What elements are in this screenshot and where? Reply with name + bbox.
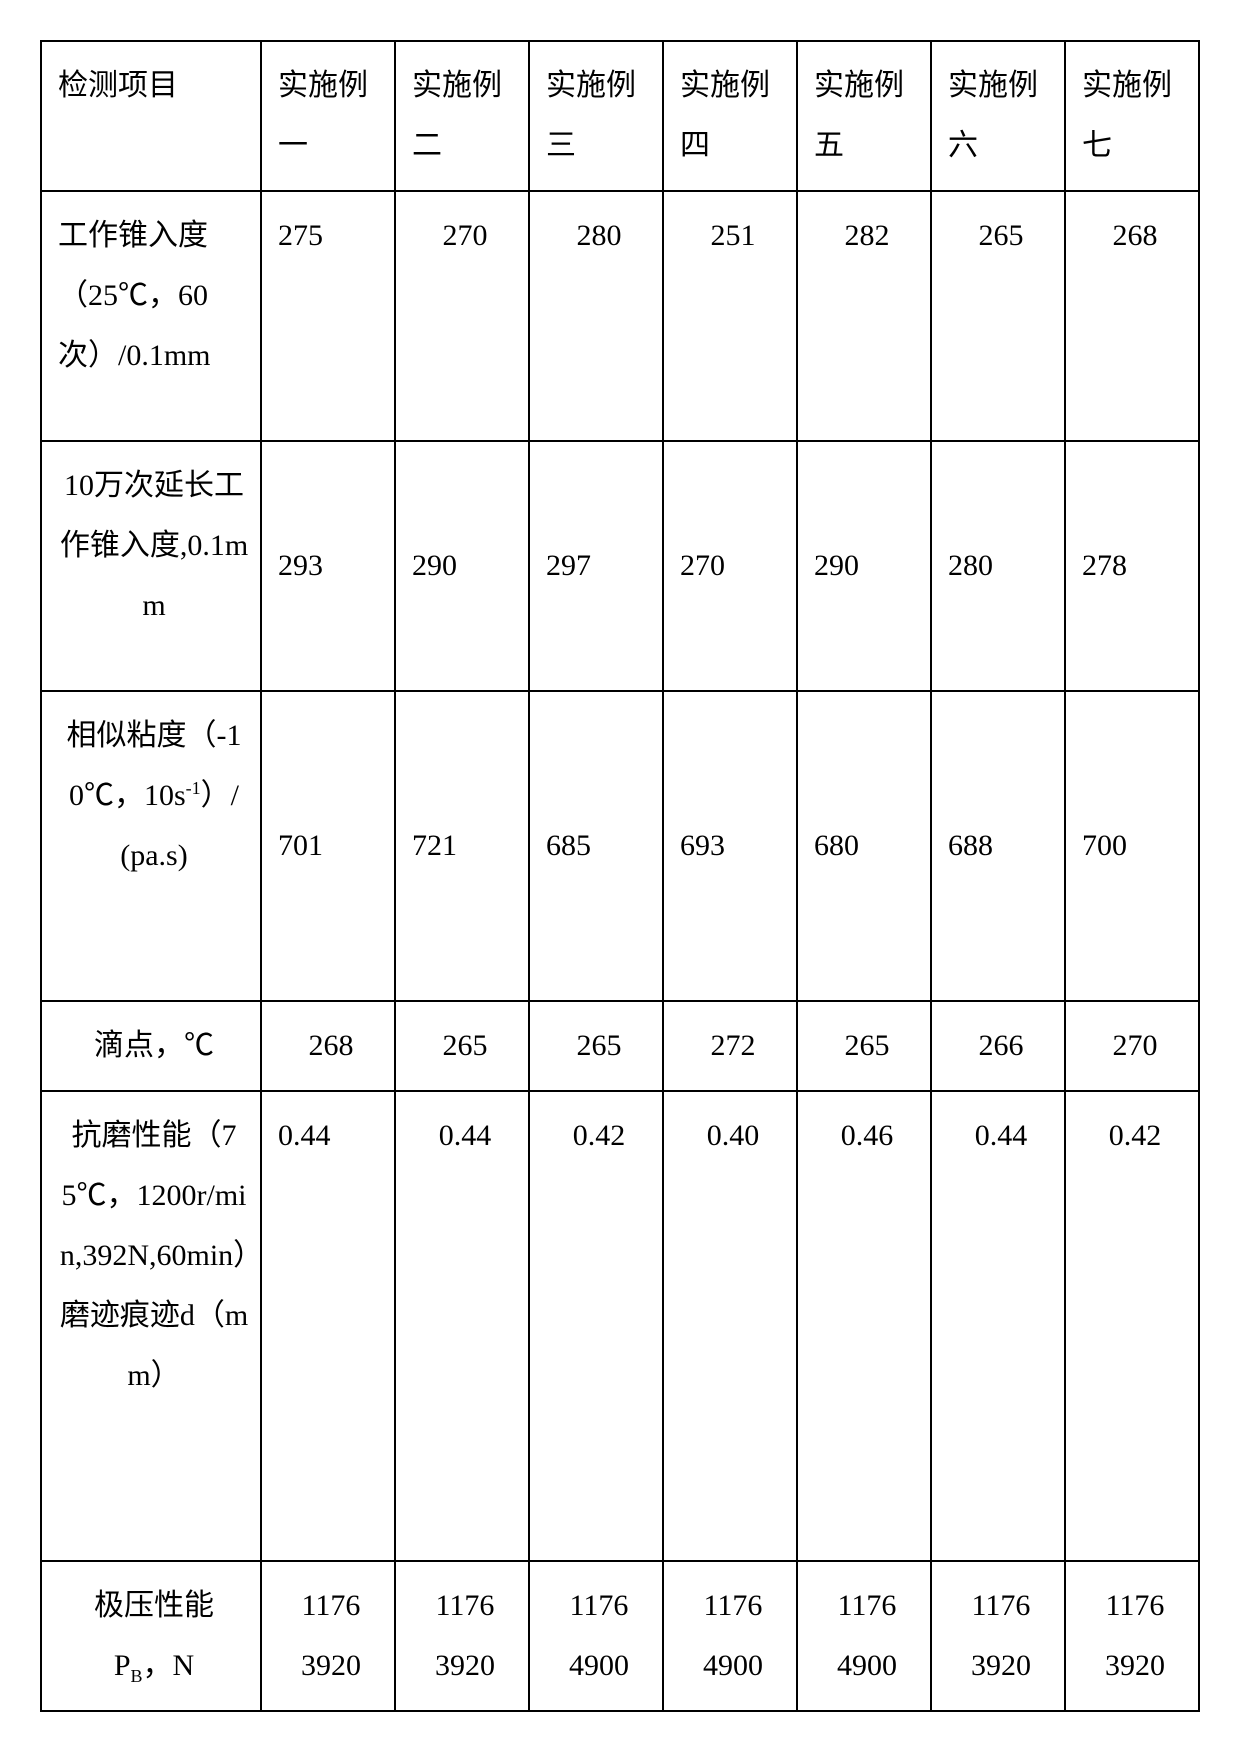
table-cell: 701 bbox=[261, 691, 395, 1001]
table-cell: 693 bbox=[663, 691, 797, 1001]
cell-line2: 4900 bbox=[680, 1636, 786, 1696]
table-cell: 685 bbox=[529, 691, 663, 1001]
table-cell: 0.46 bbox=[797, 1091, 931, 1561]
col-header-5: 实施例五 bbox=[797, 41, 931, 191]
table-cell: 0.44 bbox=[261, 1091, 395, 1561]
table-cell: 270 bbox=[663, 441, 797, 691]
row-label: 极压性能PB，N bbox=[41, 1561, 261, 1711]
col-header-6: 实施例六 bbox=[931, 41, 1065, 191]
table-cell: 1176 4900 bbox=[529, 1561, 663, 1711]
row-label: 工作锥入度（25℃，60次）/0.1mm bbox=[41, 191, 261, 441]
table-cell: 0.44 bbox=[931, 1091, 1065, 1561]
table-cell: 251 bbox=[663, 191, 797, 441]
table-cell: 1176 3920 bbox=[931, 1561, 1065, 1711]
table-cell: 721 bbox=[395, 691, 529, 1001]
table-cell: 1176 4900 bbox=[797, 1561, 931, 1711]
cell-line1: 1176 bbox=[278, 1576, 384, 1636]
table-cell: 297 bbox=[529, 441, 663, 691]
table-cell: 265 bbox=[797, 1001, 931, 1091]
table-cell: 0.44 bbox=[395, 1091, 529, 1561]
table-cell: 268 bbox=[261, 1001, 395, 1091]
row-label: 相似粘度（-10℃，10s-1）/(pa.s) bbox=[41, 691, 261, 1001]
table-cell: 688 bbox=[931, 691, 1065, 1001]
table-cell: 266 bbox=[931, 1001, 1065, 1091]
cell-line2: 4900 bbox=[814, 1636, 920, 1696]
table-cell: 282 bbox=[797, 191, 931, 441]
table-cell: 272 bbox=[663, 1001, 797, 1091]
row-label: 10万次延长工作锥入度,0.1mm bbox=[41, 441, 261, 691]
col-header-2: 实施例二 bbox=[395, 41, 529, 191]
table-cell: 268 bbox=[1065, 191, 1199, 441]
col-header-1: 实施例一 bbox=[261, 41, 395, 191]
table-cell: 290 bbox=[395, 441, 529, 691]
table-cell: 275 bbox=[261, 191, 395, 441]
table-cell: 1176 3920 bbox=[1065, 1561, 1199, 1711]
table-cell: 280 bbox=[529, 191, 663, 441]
cell-line2: 4900 bbox=[546, 1636, 652, 1696]
table-row: 极压性能PB，N 1176 3920 1176 3920 1176 4900 1… bbox=[41, 1561, 1199, 1711]
table-cell: 0.42 bbox=[529, 1091, 663, 1561]
table-cell: 270 bbox=[1065, 1001, 1199, 1091]
row-label: 滴点，℃ bbox=[41, 1001, 261, 1091]
col-header-0: 检测项目 bbox=[41, 41, 261, 191]
table-cell: 280 bbox=[931, 441, 1065, 691]
table-row: 滴点，℃ 268 265 265 272 265 266 270 bbox=[41, 1001, 1199, 1091]
col-header-7: 实施例七 bbox=[1065, 41, 1199, 191]
table-row: 抗磨性能（75℃，1200r/min,392N,60min）磨迹痕迹d（mm） … bbox=[41, 1091, 1199, 1561]
table-cell: 293 bbox=[261, 441, 395, 691]
table-cell: 265 bbox=[931, 191, 1065, 441]
table-cell: 680 bbox=[797, 691, 931, 1001]
col-header-3: 实施例三 bbox=[529, 41, 663, 191]
table-cell: 270 bbox=[395, 191, 529, 441]
cell-line1: 1176 bbox=[814, 1576, 920, 1636]
table-cell: 700 bbox=[1065, 691, 1199, 1001]
cell-line1: 1176 bbox=[412, 1576, 518, 1636]
table-row: 工作锥入度（25℃，60次）/0.1mm 275 270 280 251 282… bbox=[41, 191, 1199, 441]
table-cell: 0.42 bbox=[1065, 1091, 1199, 1561]
table-cell: 265 bbox=[529, 1001, 663, 1091]
table-cell: 1176 3920 bbox=[395, 1561, 529, 1711]
table-header-row: 检测项目 实施例一 实施例二 实施例三 实施例四 实施例五 实施例六 实施例七 bbox=[41, 41, 1199, 191]
col-header-4: 实施例四 bbox=[663, 41, 797, 191]
table-cell: 1176 3920 bbox=[261, 1561, 395, 1711]
cell-line1: 1176 bbox=[948, 1576, 1054, 1636]
cell-line1: 1176 bbox=[680, 1576, 786, 1636]
cell-line1: 1176 bbox=[1082, 1576, 1188, 1636]
cell-line1: 1176 bbox=[546, 1576, 652, 1636]
table-row: 相似粘度（-10℃，10s-1）/(pa.s) 701 721 685 693 … bbox=[41, 691, 1199, 1001]
cell-line2: 3920 bbox=[1082, 1636, 1188, 1696]
table-row: 10万次延长工作锥入度,0.1mm 293 290 297 270 290 28… bbox=[41, 441, 1199, 691]
cell-line2: 3920 bbox=[412, 1636, 518, 1696]
table-cell: 0.40 bbox=[663, 1091, 797, 1561]
table-cell: 290 bbox=[797, 441, 931, 691]
row-label: 抗磨性能（75℃，1200r/min,392N,60min）磨迹痕迹d（mm） bbox=[41, 1091, 261, 1561]
data-table: 检测项目 实施例一 实施例二 实施例三 实施例四 实施例五 实施例六 实施例七 … bbox=[40, 40, 1200, 1712]
table-cell: 1176 4900 bbox=[663, 1561, 797, 1711]
cell-line2: 3920 bbox=[948, 1636, 1054, 1696]
table-cell: 265 bbox=[395, 1001, 529, 1091]
table-cell: 278 bbox=[1065, 441, 1199, 691]
cell-line2: 3920 bbox=[278, 1636, 384, 1696]
